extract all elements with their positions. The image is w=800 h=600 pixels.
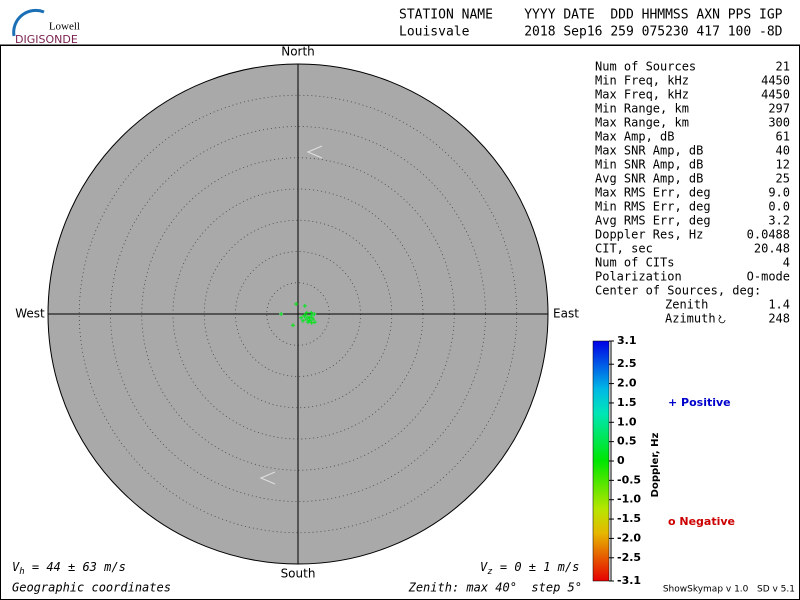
coords: Geographic coordinates — [12, 581, 171, 595]
source-point — [312, 320, 317, 325]
center-title: Center of Sources, deg: — [595, 284, 761, 298]
source-point — [302, 313, 307, 318]
header-line: STATION NAME YYYY DATE DDD HHMMSS AXN PP… — [399, 8, 783, 23]
stat-value: 4450 — [761, 88, 790, 102]
vz: Vz = 0 ± 1 m/s — [480, 560, 579, 577]
stat-label: Max SNR Amp, dB — [595, 144, 703, 158]
source-point — [302, 313, 307, 318]
vh-symbol: V — [12, 560, 20, 574]
source-point — [301, 318, 305, 323]
colorbar-title: Doppler, Hz — [650, 433, 661, 498]
west-label: West — [15, 307, 45, 321]
colorbar-tick-label: 2.5 — [617, 357, 637, 370]
colorbar-tick-label: -1.0 — [617, 493, 641, 506]
stat-label: Min RMS Err, deg — [595, 200, 711, 214]
source-point — [312, 312, 317, 316]
stat-value: 21 — [776, 60, 790, 74]
logo-top: Lowell — [49, 21, 80, 33]
stat-value: 61 — [776, 130, 790, 144]
stat-value: 0.0488 — [747, 228, 790, 242]
colorbar-tick-label: -3.1 — [617, 574, 641, 587]
stat-value: 0.0 — [768, 200, 790, 214]
center-azimuth-label: Azimuth — [665, 312, 716, 326]
source-point — [304, 317, 309, 321]
source-point — [311, 317, 315, 321]
colorbar-tick-label: -0.5 — [617, 473, 641, 486]
stat-label: Num of CITs — [595, 256, 674, 270]
source-point — [304, 310, 309, 315]
chevron — [259, 471, 276, 485]
legend-negative: o Negative — [668, 515, 735, 528]
stat-label: Min Range, km — [595, 102, 689, 116]
colorbar-tick-label: 0.5 — [617, 435, 637, 448]
source-point — [306, 320, 310, 325]
vh-text: = 44 ± 63 m/s — [25, 560, 126, 574]
colorbar-tick-label: 2.0 — [617, 377, 637, 390]
center-zenith: 1.4 — [768, 298, 790, 312]
source-point — [306, 315, 310, 320]
source-point — [299, 315, 304, 320]
colorbar-tick-label: 3.1 — [617, 334, 637, 347]
east-label: East — [553, 307, 579, 321]
vh: Vh = 44 ± 63 m/s — [12, 560, 126, 577]
vh-sub: h — [19, 567, 24, 577]
stat-value: O-mode — [747, 270, 790, 284]
stat-label: Num of Sources — [595, 60, 696, 74]
south-label: South — [281, 567, 316, 581]
center-zenith-label: Zenith — [665, 298, 708, 312]
colorbar — [592, 340, 610, 582]
azimuth-icon — [718, 314, 726, 324]
stat-value: 12 — [776, 158, 790, 172]
version: ShowSkymap v 1.0 SD v 5.1 — [663, 585, 795, 595]
zenith-info: Zenith: max 40° step 5° — [408, 581, 582, 595]
stat-value: 25 — [776, 172, 790, 186]
logo-swoosh — [12, 8, 45, 37]
stat-value: 9.0 — [768, 186, 790, 200]
stat-label: Max Amp, dB — [595, 130, 674, 144]
stat-label: Max Range, km — [595, 116, 689, 130]
stat-label: Max RMS Err, deg — [595, 186, 711, 200]
stat-label: Min SNR Amp, dB — [595, 158, 703, 172]
source-point — [309, 313, 314, 318]
colorbar-tick-label: -2.0 — [617, 531, 641, 544]
stat-label: Max Freq, kHz — [595, 88, 689, 102]
stat-label: Polarization — [595, 270, 682, 284]
colorbar-tick-label: 1.5 — [617, 396, 637, 409]
stat-label: Avg SNR Amp, dB — [595, 172, 703, 186]
source-point — [302, 303, 307, 308]
vz-sub: z — [487, 567, 492, 577]
vz-text: = 0 ± 1 m/s — [493, 560, 580, 574]
stat-value: 4 — [783, 256, 790, 270]
north-label: North — [281, 45, 315, 59]
stat-label: Avg RMS Err, deg — [595, 214, 711, 228]
center-azimuth: 248 — [768, 312, 790, 326]
stat-value: 4450 — [761, 74, 790, 88]
source-point — [279, 312, 284, 316]
source-point — [309, 320, 314, 325]
stat-label: CIT, sec — [595, 242, 653, 256]
legend-positive: + Positive — [668, 396, 731, 409]
colorbar-tick-label: 0 — [617, 454, 625, 467]
stat-value: 3.2 — [768, 214, 790, 228]
source-point — [291, 323, 295, 328]
stat-value: 297 — [768, 102, 790, 116]
stat-label: Doppler Res, Hz — [595, 228, 703, 242]
source-point — [309, 310, 314, 315]
colorbar-tick-label: 1.0 — [617, 415, 637, 428]
colorbar-tick-label: -1.5 — [617, 512, 641, 525]
stat-label: Min Freq, kHz — [595, 74, 689, 88]
colorbar-tick-label: -2.5 — [617, 551, 641, 564]
stat-value: 20.48 — [754, 242, 790, 256]
vz-symbol: V — [480, 560, 488, 574]
header-line: Louisvale 2018 Sep16 259 075230 417 100 … — [399, 25, 783, 40]
stat-value: 300 — [768, 116, 790, 130]
chevron — [306, 145, 323, 159]
logo-bottom: DIGISONDE — [15, 33, 78, 46]
source-point — [294, 302, 299, 306]
stat-value: 40 — [776, 144, 790, 158]
